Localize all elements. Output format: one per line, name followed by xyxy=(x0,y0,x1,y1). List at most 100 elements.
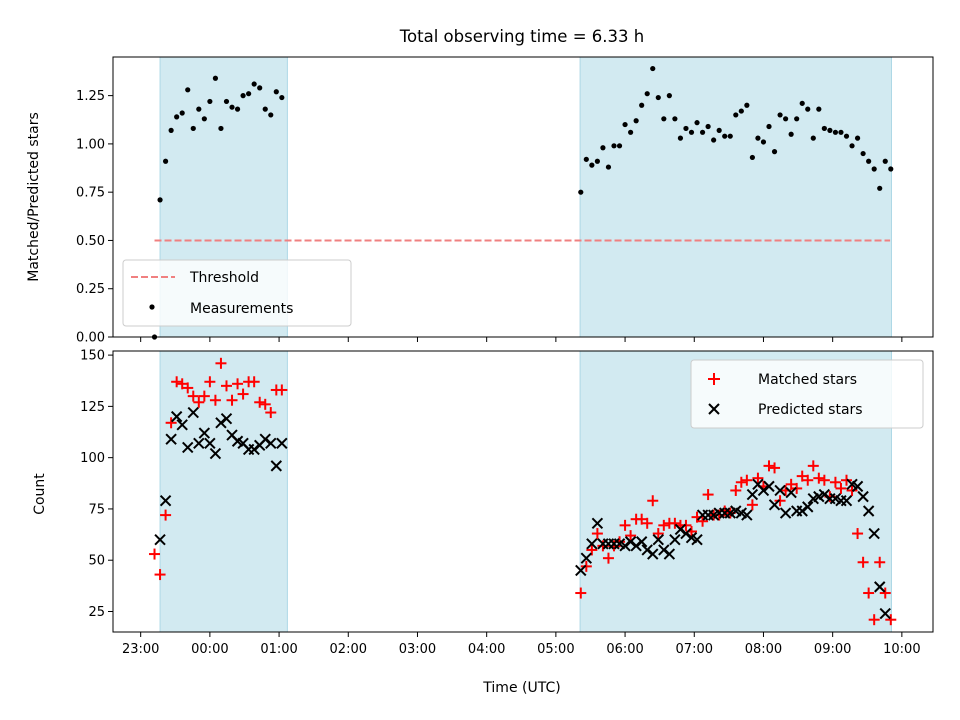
predicted-star-marker xyxy=(774,484,786,497)
matched-star-marker xyxy=(591,528,603,540)
measurement-point xyxy=(722,133,728,139)
ratio-ylabel: Matched/Predicted stars xyxy=(26,112,42,282)
measurement-point xyxy=(218,125,224,132)
matched-star-marker xyxy=(171,376,183,388)
bottom-ytick-label: 75 xyxy=(88,502,105,517)
measurement-point xyxy=(628,129,634,135)
measurement-point xyxy=(799,100,805,106)
measurement-point xyxy=(246,91,252,97)
predicted-star-marker xyxy=(187,406,199,419)
ratio-legend: Threshold Measurements xyxy=(122,259,352,327)
matched-star-marker xyxy=(575,587,587,599)
measurement-point xyxy=(888,166,894,172)
matched-star-marker xyxy=(746,499,758,511)
matched-star-marker xyxy=(248,376,260,388)
matched-star-marker xyxy=(868,614,880,626)
matched-star-marker xyxy=(265,407,277,419)
matched-star-marker xyxy=(796,470,808,482)
measurement-point xyxy=(683,125,689,132)
matched-star-marker xyxy=(752,472,764,484)
x-tick-label: 10:00 xyxy=(883,642,920,657)
count-legend-frame xyxy=(690,359,924,429)
measurement-point xyxy=(168,127,174,133)
predicted-star-marker xyxy=(785,486,797,499)
measurement-point xyxy=(661,116,667,122)
measurement-point xyxy=(727,133,733,139)
measurement-point xyxy=(838,129,844,135)
matched-star-marker xyxy=(697,515,709,527)
matched-star-marker xyxy=(215,357,227,369)
measurement-point xyxy=(578,189,584,195)
measurement-point xyxy=(810,135,816,141)
measurement-point xyxy=(827,127,833,133)
measurement-point xyxy=(268,112,274,118)
measurement-point xyxy=(185,87,191,93)
top-ytick-label: 0.75 xyxy=(76,186,105,201)
ratio-axes-frame xyxy=(112,56,934,338)
measurements-legend-marker xyxy=(149,304,155,310)
measurement-point xyxy=(749,154,755,161)
matched-star-marker xyxy=(730,484,742,496)
measurement-point xyxy=(716,127,722,133)
matched-star-marker xyxy=(857,556,869,568)
measurement-point xyxy=(777,112,783,118)
x-tick-label: 23:00 xyxy=(122,642,159,657)
predicted-star-marker xyxy=(647,548,659,560)
predicted-star-marker xyxy=(857,490,869,503)
measurement-point xyxy=(594,158,600,164)
matched-star-marker xyxy=(220,380,232,392)
predicted-star-marker xyxy=(669,533,681,546)
matched-star-marker xyxy=(149,548,161,560)
top-observing-window xyxy=(579,56,892,338)
measurement-point xyxy=(605,164,612,170)
predicted-star-marker xyxy=(248,443,260,456)
bottom-ytick-label: 125 xyxy=(80,400,105,415)
predicted-star-marker xyxy=(270,460,283,472)
predicted-star-marker xyxy=(220,412,233,425)
predicted-star-marker xyxy=(779,507,792,519)
x-tick-label: 04:00 xyxy=(468,642,505,657)
ratio-legend-frame xyxy=(122,259,352,327)
measurement-point xyxy=(771,149,778,155)
predicted-star-marker xyxy=(868,527,880,540)
top-ytick-label: 1.00 xyxy=(76,137,105,152)
measurement-point xyxy=(251,81,257,87)
matched-star-marker xyxy=(165,417,177,429)
predicted-star-marker xyxy=(874,581,886,593)
predicted-star-marker xyxy=(879,607,891,620)
matched-star-marker xyxy=(735,476,747,488)
matched-legend-label: Matched stars xyxy=(758,372,857,388)
predicted-star-marker xyxy=(763,480,775,493)
matched-star-marker xyxy=(187,390,199,402)
predicted-star-marker xyxy=(768,499,781,511)
predicted-star-marker xyxy=(630,540,642,552)
predicted-star-marker xyxy=(591,517,604,529)
measurement-point xyxy=(583,156,589,162)
matched-legend-marker xyxy=(708,373,720,385)
matched-star-marker xyxy=(647,495,659,507)
measurement-point xyxy=(738,108,744,114)
measurement-point xyxy=(229,104,235,110)
measurement-point xyxy=(240,93,246,99)
measurement-point xyxy=(655,94,661,101)
matched-star-marker xyxy=(636,513,648,525)
predicted-star-marker xyxy=(182,441,194,454)
bottom-observing-window xyxy=(159,350,288,633)
measurement-point xyxy=(589,162,595,168)
measurement-point xyxy=(207,98,213,105)
count-legend: Matched stars Predicted stars xyxy=(690,359,924,429)
predicted-star-marker xyxy=(757,484,770,497)
measurement-point xyxy=(234,106,241,112)
bottom-ytick-label: 100 xyxy=(80,451,105,466)
bottom-ytick-label: 150 xyxy=(80,349,105,364)
measurement-point xyxy=(257,85,263,91)
measurement-point xyxy=(849,143,855,149)
measurement-point xyxy=(755,135,761,141)
measurement-point xyxy=(212,75,219,81)
matched-star-marker xyxy=(254,396,266,408)
predicted-star-marker xyxy=(176,419,188,431)
matched-star-marker xyxy=(259,398,271,410)
x-tick-label: 08:00 xyxy=(745,642,782,657)
x-tick-label: 06:00 xyxy=(606,642,643,657)
